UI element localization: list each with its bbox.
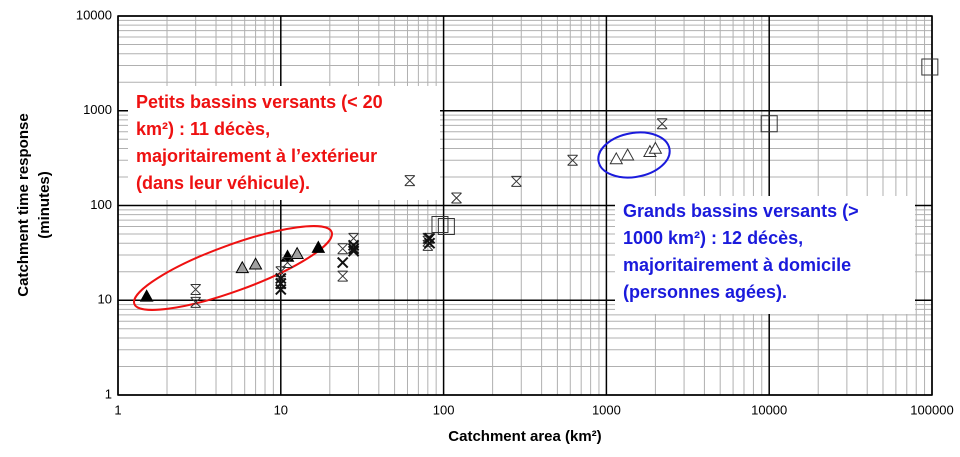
data-point [921,58,939,76]
y-tick-label: 10000 [76,7,112,22]
x-axis-label: Catchment area (km²) [448,428,601,445]
highlight-ellipse [597,131,671,179]
y-axis-label: Catchment time response [15,113,32,296]
data-point [609,151,624,165]
data-point [431,216,449,234]
annotation-text: Grands bassins versants (> [623,201,859,221]
data-point [280,249,295,262]
data-point [311,240,326,253]
x-tick-label: 1000 [592,402,621,417]
y-tick-label: 10 [98,292,112,307]
data-point [190,283,202,295]
data-point [347,239,360,252]
data-point [337,270,349,282]
data-point [275,266,287,278]
highlight-ellipse [133,225,333,311]
data-point [511,175,522,187]
data-point [423,232,436,245]
annotation-text: 1000 km²) : 12 décès, [623,228,803,248]
data-point [760,115,778,133]
plot-frame [117,15,933,396]
data-point [139,289,154,302]
data-point [190,296,202,308]
x-tick-label: 100 [433,402,455,417]
data-point [567,154,578,166]
data-point [282,257,293,269]
data-point [648,141,663,154]
data-point [290,246,304,259]
data-point [620,148,635,161]
x-tick-label: 10 [274,402,288,417]
annotation-text: Petits bassins versants (< 20 [136,92,383,112]
y-tick-label: 100 [90,197,112,212]
data-point [248,257,263,270]
data-point [348,232,359,244]
annotation-text: (personnes agées). [623,282,787,302]
data-point [437,218,455,236]
data-point [337,243,349,255]
data-point [347,242,360,255]
y-tick-label: 1 [105,386,112,401]
data-point [423,237,436,249]
annotation-text: majoritairement à l’extérieur [136,146,377,166]
annotation-text: majoritairement à domicile [623,255,851,275]
data-point [422,232,434,244]
data-point [275,272,287,285]
annotation-text: km²) : 11 décès, [136,119,270,139]
data-point [336,256,349,269]
x-tick-label: 1 [114,402,121,417]
y-axis-label: (minutes) [36,171,53,239]
x-tick-label: 10000 [751,402,787,417]
annotation-text: (dans leur véhicule). [136,173,310,193]
data-point [235,260,250,274]
data-point [275,277,287,290]
data-point [451,192,462,204]
y-tick-label: 1000 [83,102,112,117]
data-point [404,175,416,187]
annotation-box [615,196,915,314]
data-point [656,118,668,130]
annotation-box [128,86,440,200]
x-tick-label: 100000 [910,402,953,417]
